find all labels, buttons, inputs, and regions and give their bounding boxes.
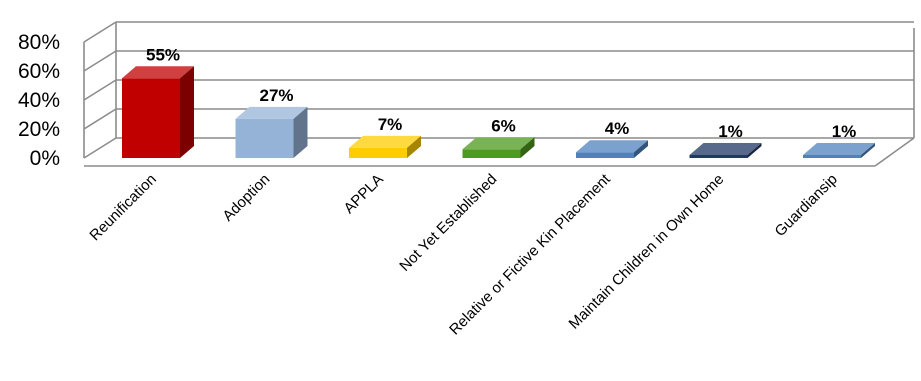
y-tick-label: 0% bbox=[30, 147, 60, 170]
bar-front bbox=[235, 118, 294, 158]
bar-front bbox=[803, 155, 861, 158]
bar-side bbox=[634, 140, 648, 158]
bar-side bbox=[520, 137, 535, 158]
bar bbox=[576, 140, 648, 158]
bar bbox=[462, 137, 535, 158]
bar-top bbox=[122, 66, 194, 79]
chart-bars bbox=[122, 66, 875, 158]
data-label: 1% bbox=[832, 122, 857, 141]
data-label: 55% bbox=[146, 45, 180, 64]
bar bbox=[122, 66, 194, 158]
category-label: Guardiansip bbox=[772, 171, 841, 240]
bar-front bbox=[689, 155, 748, 158]
category-label: Reunification bbox=[86, 171, 159, 244]
data-label: 27% bbox=[259, 86, 293, 105]
gridline-diagonal bbox=[83, 50, 117, 72]
bar-front bbox=[122, 78, 180, 158]
bar-front bbox=[349, 147, 407, 158]
bar-front bbox=[576, 152, 634, 158]
category-label: Not Yet Established bbox=[396, 171, 500, 275]
y-tick-label: 20% bbox=[18, 118, 60, 141]
bar-top bbox=[803, 143, 875, 155]
gridline-diagonal bbox=[83, 79, 117, 101]
bar-side bbox=[180, 66, 194, 158]
data-label: 4% bbox=[605, 119, 630, 138]
bar-top bbox=[576, 140, 648, 153]
bar-front bbox=[462, 149, 521, 158]
bar-top bbox=[462, 137, 535, 150]
bar-side bbox=[747, 143, 762, 158]
bar-top bbox=[349, 135, 421, 148]
y-tick-label: 60% bbox=[18, 60, 60, 83]
bar-top bbox=[235, 106, 308, 119]
bar-side bbox=[293, 106, 308, 158]
gridline-diagonal bbox=[83, 21, 117, 43]
bar bbox=[235, 106, 308, 158]
y-tick-label: 40% bbox=[18, 89, 60, 112]
bar-top bbox=[689, 143, 762, 155]
gridline-diagonal bbox=[83, 137, 117, 159]
data-label: 1% bbox=[718, 122, 743, 141]
bar-side bbox=[407, 135, 421, 158]
bar bbox=[349, 135, 421, 158]
category-label: Adoption bbox=[219, 171, 273, 225]
bar-side bbox=[861, 143, 875, 158]
data-label: 6% bbox=[491, 116, 516, 135]
y-tick-label: 80% bbox=[18, 31, 60, 54]
category-label: APPLA bbox=[341, 171, 387, 217]
bar bbox=[689, 143, 762, 158]
data-label: 7% bbox=[378, 115, 403, 134]
bar bbox=[803, 143, 875, 158]
floor-right-edge bbox=[874, 137, 915, 167]
gridline-diagonal bbox=[83, 108, 117, 130]
